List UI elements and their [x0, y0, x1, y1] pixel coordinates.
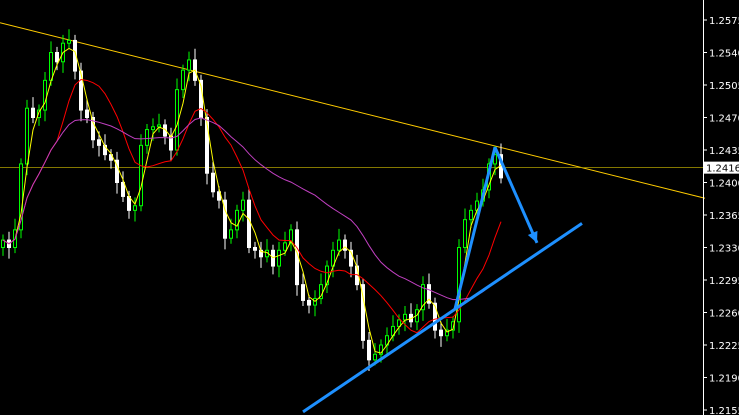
axis-tick-label: 1.2260: [709, 309, 739, 320]
axis-tick-label: 1.2400: [709, 179, 739, 190]
axis-tick-label: 1.2435: [709, 146, 739, 157]
axis-tick-label: 1.2575: [709, 16, 739, 27]
candle-body: [361, 284, 365, 341]
candle-body: [85, 109, 89, 118]
moving-averages: [2, 47, 502, 354]
resistance-trendline: [0, 22, 706, 199]
candle-body: [43, 79, 47, 111]
candle-body: [283, 242, 287, 251]
candle-body: [181, 69, 185, 91]
candle-body: [205, 117, 209, 174]
candle-body: [421, 284, 425, 311]
candle-body: [217, 191, 221, 201]
axis-tick-label: 1.2365: [709, 211, 739, 222]
candle-body: [19, 163, 23, 231]
axis-tick-label: 1.2190: [709, 374, 739, 385]
candle-body: [319, 284, 323, 300]
candle-body: [31, 107, 35, 119]
candle-body: [157, 124, 161, 128]
candle-body: [115, 159, 119, 183]
candle-body: [247, 199, 251, 248]
price-axis: 1.2575 1.2540 1.2505 1.2470 1.2435 1.2400 1.23…: [703, 16, 739, 415]
candle-body: [211, 172, 215, 193]
axis-tick-label: 1.2505: [709, 81, 739, 92]
candle-body: [469, 209, 473, 221]
candle-body: [241, 199, 245, 211]
candle-body: [37, 109, 41, 118]
candle-body: [103, 144, 107, 156]
candle-body: [25, 107, 29, 165]
candle-body: [223, 199, 227, 239]
moving-average-3: [2, 47, 502, 354]
candle-body: [451, 321, 455, 331]
candle-body: [343, 239, 347, 251]
candle-body: [133, 205, 137, 211]
axis-tick-label: 1.2155: [709, 406, 739, 415]
candle-body: [397, 319, 401, 327]
axis-tick-label: 1.2295: [709, 276, 739, 287]
candle-body: [373, 353, 377, 361]
candle-body: [325, 265, 329, 286]
support-trendline: [302, 222, 583, 414]
candle-body: [403, 313, 407, 321]
candle-body: [67, 39, 71, 44]
candle-body: [433, 302, 437, 331]
candle-body: [97, 139, 101, 146]
candle-body: [289, 229, 293, 244]
candle-body: [301, 284, 305, 301]
annotation-lines: [0, 22, 706, 199]
candle-body: [253, 247, 257, 251]
candles: [1, 29, 503, 371]
moving-average-30: [2, 117, 502, 301]
candle-body: [427, 284, 431, 304]
candle-body: [187, 59, 191, 71]
candle-body: [91, 117, 95, 141]
candle-body: [337, 239, 341, 251]
candle-body: [49, 52, 53, 81]
candle-body: [307, 299, 311, 306]
candle-body: [445, 329, 449, 337]
axis-tick-label: 1.2540: [709, 49, 739, 60]
candle-body: [277, 249, 281, 267]
candle-body: [151, 126, 155, 131]
candle-body: [139, 144, 143, 207]
candle-body: [349, 249, 353, 267]
current-price-label: 1.2416: [706, 164, 739, 175]
arrow-head-icon: [527, 230, 538, 243]
axis-tick-label: 1.2330: [709, 244, 739, 255]
axis-tick-label: 1.2470: [709, 114, 739, 125]
arrow-segment: [453, 146, 497, 311]
axis-tick-label: 1.2225: [709, 341, 739, 352]
candle-body: [463, 219, 467, 248]
candle-body: [379, 344, 383, 355]
candle-body: [439, 329, 443, 337]
candle-body: [145, 129, 149, 146]
annotations: [302, 146, 583, 414]
moving-average-10: [2, 78, 502, 334]
candle-body: [121, 182, 125, 197]
candle-body: [235, 209, 239, 231]
candle-body: [367, 339, 371, 361]
candle-body: [229, 229, 233, 239]
arrow-segment: [493, 146, 539, 244]
candle-body: [55, 52, 59, 63]
current-price-badge: [704, 161, 739, 174]
candle-body: [79, 70, 83, 111]
